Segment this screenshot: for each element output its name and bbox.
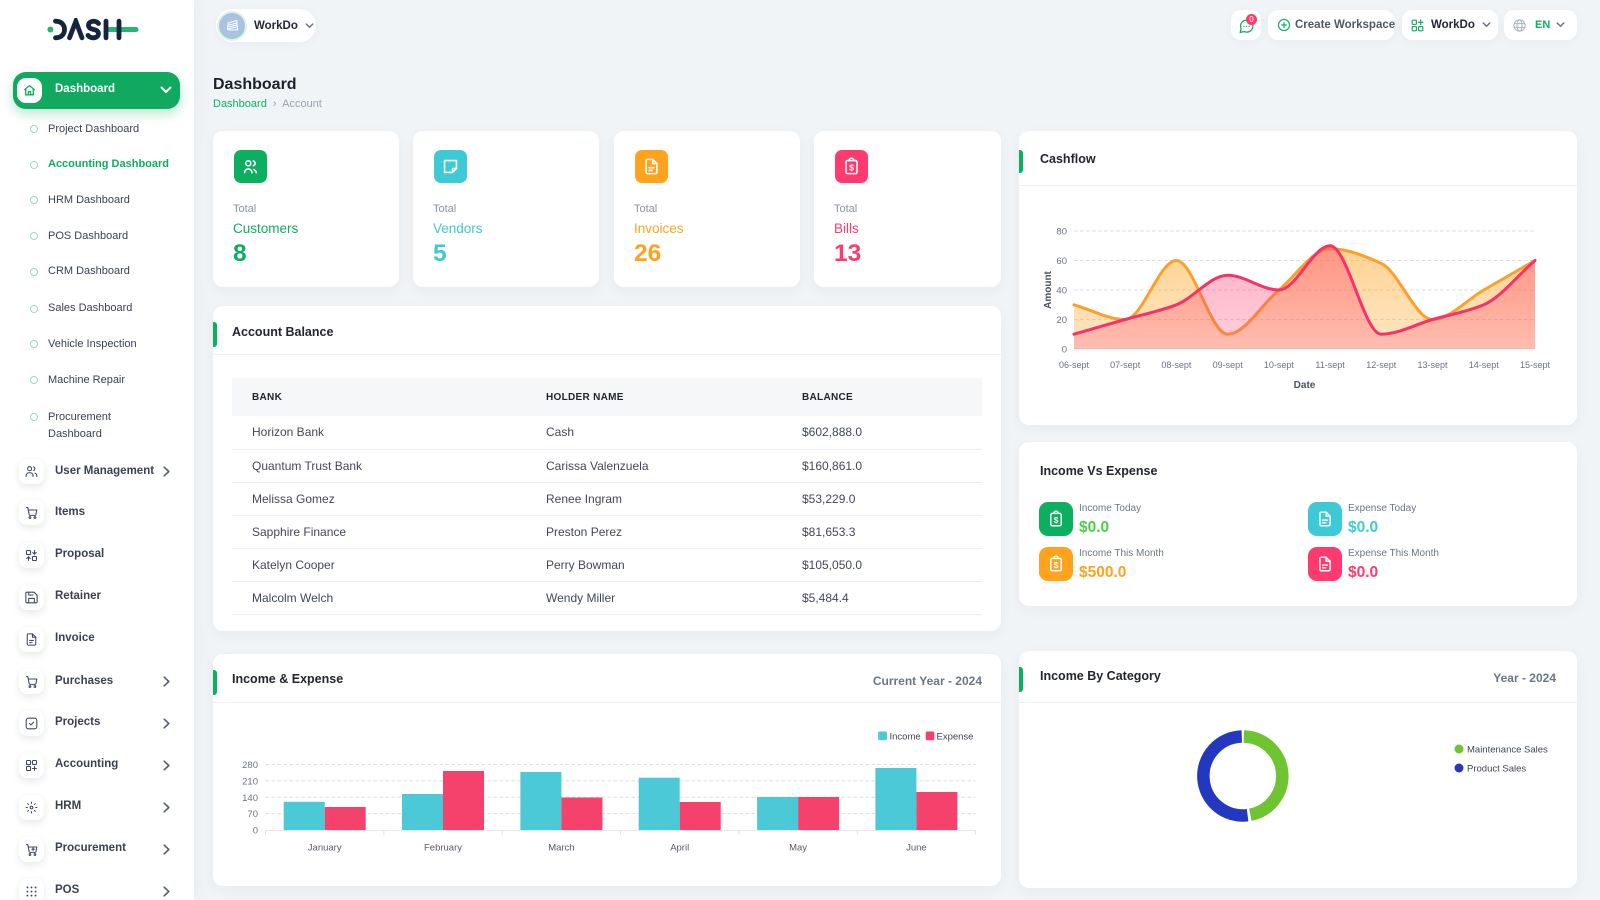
svg-text:Expense: Expense (937, 732, 974, 743)
svg-text:09-sept: 09-sept (1213, 360, 1244, 370)
svg-text:20: 20 (1056, 315, 1067, 326)
svg-text:12-sept: 12-sept (1366, 360, 1397, 370)
svg-text:0: 0 (253, 826, 258, 837)
svg-text:$: $ (849, 162, 854, 172)
svg-text:06-sept: 06-sept (1059, 360, 1090, 370)
svg-text:Amount: Amount (1043, 270, 1054, 308)
svg-text:60: 60 (1056, 256, 1067, 267)
svg-text:210: 210 (242, 776, 258, 787)
svg-text:Maintenance Sales: Maintenance Sales (1467, 745, 1548, 756)
svg-text:0: 0 (1062, 345, 1067, 356)
svg-text:June: June (906, 843, 927, 854)
svg-text:07-sept: 07-sept (1110, 360, 1141, 370)
svg-text:$: $ (1054, 516, 1059, 525)
svg-text:280: 280 (242, 760, 258, 771)
svg-text:40: 40 (1056, 286, 1067, 297)
svg-text:14-sept: 14-sept (1469, 360, 1500, 370)
svg-text:February: February (424, 843, 462, 854)
svg-text:15-sept: 15-sept (1520, 360, 1551, 370)
svg-text:$: $ (1054, 561, 1059, 570)
svg-text:Income: Income (890, 732, 921, 743)
svg-text:80: 80 (1056, 227, 1067, 238)
svg-text:Product Sales: Product Sales (1467, 764, 1526, 775)
svg-text:April: April (670, 843, 689, 854)
svg-text:70: 70 (247, 809, 258, 820)
svg-text:January: January (308, 843, 342, 854)
svg-text:10-sept: 10-sept (1264, 360, 1295, 370)
svg-text:Date: Date (1294, 380, 1316, 391)
svg-text:May: May (789, 843, 807, 854)
svg-text:13-sept: 13-sept (1417, 360, 1448, 370)
svg-text:March: March (548, 843, 574, 854)
svg-text:08-sept: 08-sept (1161, 360, 1192, 370)
svg-text:140: 140 (242, 793, 258, 804)
svg-text:11-sept: 11-sept (1315, 360, 1345, 370)
